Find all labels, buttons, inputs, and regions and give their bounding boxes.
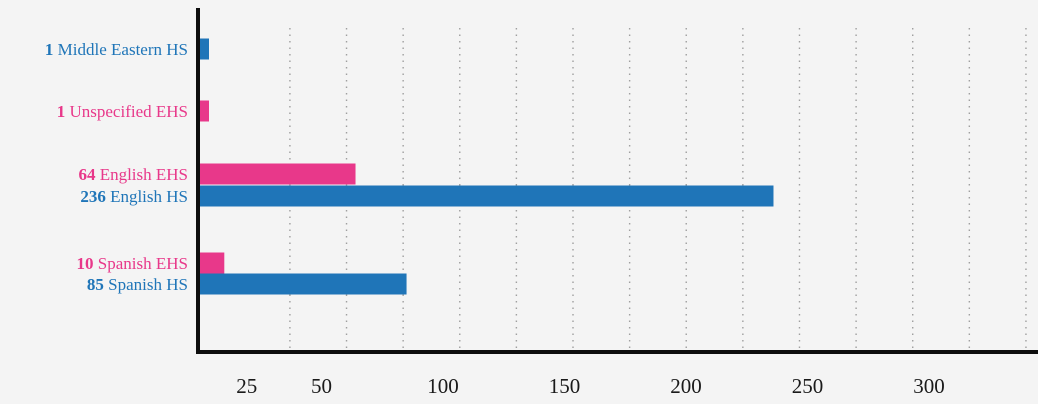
bar-label-name: Middle Eastern HS	[53, 40, 188, 59]
bar	[200, 252, 225, 274]
bar-label: 1 Unspecified EHS	[57, 102, 188, 121]
bar-label-name: Spanish HS	[104, 275, 188, 294]
bar-label-count: 236	[80, 187, 106, 206]
bar-label-name: Unspecified EHS	[65, 102, 188, 121]
bar-label: 236 English HS	[80, 187, 188, 206]
x-tick-label: 25	[236, 374, 257, 398]
bar	[200, 185, 774, 207]
bar	[200, 38, 209, 60]
x-tick-labels: 25 50 100 150 200 250 300	[236, 374, 945, 398]
bar-label-name: English HS	[106, 187, 188, 206]
bar	[200, 273, 407, 295]
x-tick-label: 150	[549, 374, 581, 398]
x-tick-label: 100	[427, 374, 459, 398]
bar-label: 10 Spanish EHS	[77, 254, 188, 273]
bar-label-name: English EHS	[95, 165, 188, 184]
bar-label-count: 85	[87, 275, 104, 294]
bar-label-count: 10	[77, 254, 94, 273]
bar	[200, 163, 356, 185]
bar-label-count: 64	[78, 165, 96, 184]
bar-label: 64 English EHS	[78, 165, 188, 184]
x-tick-label: 300	[913, 374, 945, 398]
x-tick-label: 200	[670, 374, 702, 398]
bar-label-count: 1	[45, 40, 54, 59]
bar-label-count: 1	[57, 102, 66, 121]
x-tick-label: 50	[311, 374, 332, 398]
bar-label-name: Spanish EHS	[94, 254, 188, 273]
bar-label: 1 Middle Eastern HS	[45, 40, 188, 59]
bar-label: 85 Spanish HS	[87, 275, 188, 294]
bar	[200, 100, 209, 122]
bars-group	[200, 38, 774, 295]
x-tick-label: 250	[792, 374, 824, 398]
